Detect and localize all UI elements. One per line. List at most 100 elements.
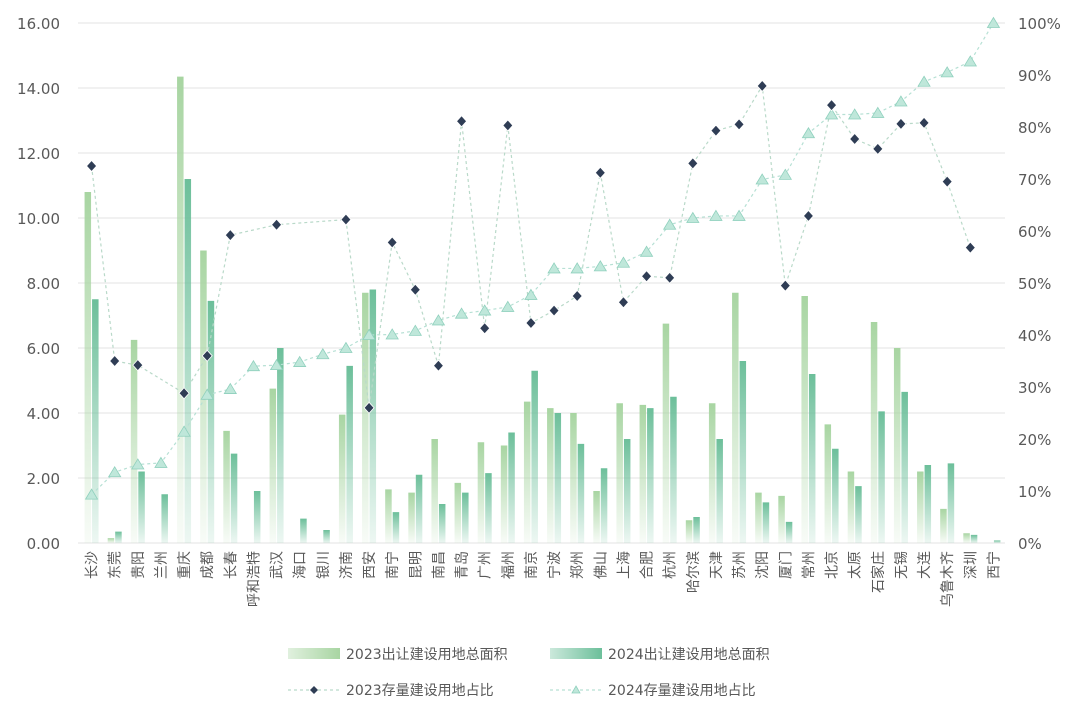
marker-2023[interactable] [456,115,468,128]
marker-2024[interactable] [616,256,631,268]
bar-2023[interactable] [870,322,878,543]
marker-2024[interactable] [593,260,608,272]
marker-2023[interactable] [340,213,352,226]
bar-2024[interactable] [462,492,469,543]
bar-2024[interactable] [277,348,284,543]
marker-2023[interactable] [525,316,537,330]
marker-2024[interactable] [801,126,816,139]
bar-2023[interactable] [616,403,623,543]
bar-2023[interactable] [801,296,808,543]
bar-2024[interactable] [554,413,562,543]
bar-2024[interactable] [647,408,654,543]
marker-2023[interactable] [756,79,768,93]
bar-2023[interactable] [824,424,832,543]
marker-2024[interactable] [454,307,469,319]
marker-2024[interactable] [362,328,376,340]
marker-2023[interactable] [779,279,791,292]
bar-2024[interactable] [693,517,700,543]
bar-2023[interactable] [177,76,184,543]
bar-2024[interactable] [184,179,192,543]
marker-2024[interactable] [501,300,515,312]
marker-2023[interactable] [918,116,930,129]
marker-2024[interactable] [269,358,284,371]
bar-2024[interactable] [392,512,400,543]
bar-2024[interactable] [623,439,631,543]
bar-2023[interactable] [338,414,346,543]
bar-2023[interactable] [84,192,92,543]
bar-2024[interactable] [993,540,1001,543]
marker-2024[interactable] [200,388,214,400]
marker-2023[interactable] [386,236,398,249]
marker-2024[interactable] [477,304,492,316]
marker-2024[interactable] [339,341,353,353]
bar-2024[interactable] [92,299,99,543]
bar-2024[interactable] [300,518,307,543]
bar-2024[interactable] [115,531,122,543]
bar-2024[interactable] [808,374,816,543]
marker-2023[interactable] [201,349,213,362]
marker-2023[interactable] [710,124,722,137]
bar-2023[interactable] [732,292,739,543]
marker-2024[interactable] [894,95,908,107]
bar-2023[interactable] [385,489,392,543]
marker-2024[interactable] [871,106,885,118]
marker-2023[interactable] [432,359,444,372]
bar-2023[interactable] [107,538,115,543]
marker-2024[interactable] [408,324,423,336]
bar-2024[interactable] [138,471,145,544]
marker-2023[interactable] [271,218,283,231]
bar-2024[interactable] [415,474,423,543]
marker-2023[interactable] [86,159,98,173]
marker-2023[interactable] [571,289,583,303]
bar-2024[interactable] [878,411,885,543]
bar-2023[interactable] [917,471,924,544]
bar-2023[interactable] [477,442,485,543]
marker-2024[interactable] [686,211,700,223]
bar-2023[interactable] [547,408,554,543]
bar-2023[interactable] [593,491,600,543]
bar-2024[interactable] [323,530,330,543]
legend-item-2023-line[interactable]: 2023存量建设用地占比 [288,683,494,699]
bar-2024[interactable] [947,463,955,543]
marker-2023[interactable] [617,296,629,309]
marker-2024[interactable] [547,262,561,274]
bar-2023[interactable] [130,339,138,543]
bar-2023[interactable] [523,401,531,543]
marker-2024[interactable] [662,218,677,230]
marker-2024[interactable] [431,314,446,326]
bar-2023[interactable] [269,388,277,543]
bar-2023[interactable] [408,492,415,543]
legend-item-2024-bar[interactable]: 2024出让建设用地总面积 [550,647,770,663]
bar-2024[interactable] [230,453,238,543]
marker-2024[interactable] [177,425,191,437]
bar-2023[interactable] [639,404,647,543]
bar-2024[interactable] [577,443,585,543]
marker-2023[interactable] [132,359,144,372]
marker-2024[interactable] [84,488,99,500]
bar-2024[interactable] [600,468,608,543]
bar-2024[interactable] [832,448,839,543]
marker-2024[interactable] [940,66,954,78]
bar-2023[interactable] [570,413,577,543]
marker-2024[interactable] [917,75,931,87]
bar-2024[interactable] [369,289,377,544]
marker-2023[interactable] [733,118,745,131]
marker-2024[interactable] [570,262,584,274]
bar-2023[interactable] [662,323,670,543]
marker-2023[interactable] [687,157,699,170]
marker-2023[interactable] [826,99,838,112]
bar-2024[interactable] [785,521,793,543]
marker-2024[interactable] [732,209,746,221]
bar-2024[interactable] [924,465,932,543]
marker-2023[interactable] [641,270,653,283]
bar-2024[interactable] [670,396,677,543]
bar-2023[interactable] [755,492,762,543]
marker-2023[interactable] [224,229,236,242]
marker-2023[interactable] [409,283,421,296]
bar-2024[interactable] [855,486,862,543]
marker-2023[interactable] [802,209,814,223]
bar-2023[interactable] [778,495,785,543]
bar-2023[interactable] [893,348,901,543]
marker-2024[interactable] [824,108,839,120]
marker-2024[interactable] [223,382,238,394]
